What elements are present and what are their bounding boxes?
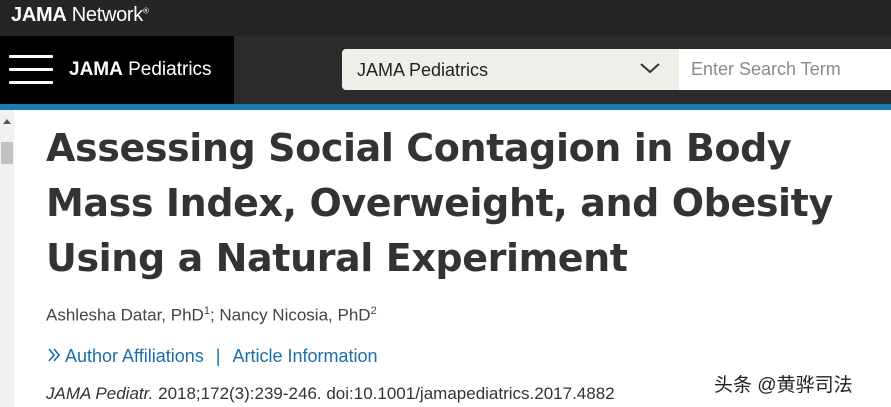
watermark: 头条 @黄骅司法 (714, 375, 853, 396)
scroll-up-icon[interactable] (3, 119, 11, 124)
author-name[interactable]: Ashlesha Datar, PhD (46, 305, 204, 325)
author-name[interactable]: Nancy Nicosia, PhD (219, 305, 371, 325)
journal-dropdown[interactable]: JAMA Pediatrics (342, 49, 679, 90)
journal-header: JAMA Pediatrics JAMA Pediatrics (0, 36, 891, 104)
double-chevron-right-icon (48, 348, 61, 362)
search-input[interactable] (679, 49, 891, 90)
author-list: Ashlesha Datar, PhD1; Nancy Nicosia, PhD… (46, 305, 377, 325)
scrollbar[interactable] (0, 110, 14, 407)
link-separator: | (215, 346, 221, 366)
article-title: Assessing Social Contagion in Body Mass … (46, 126, 833, 280)
article-meta-links: Author Affiliations | Article Information (47, 346, 378, 367)
jama-network-logo[interactable]: JAMA Network® (11, 4, 149, 26)
chevron-down-icon (640, 63, 660, 74)
menu-icon[interactable] (9, 55, 53, 85)
scroll-thumb[interactable] (1, 142, 13, 164)
journal-brand-block: JAMA Pediatrics (0, 36, 234, 104)
network-bar: JAMA Network® (0, 0, 891, 36)
citation-details: 2018;172(3):239-246. doi:10.1001/jamaped… (153, 384, 615, 403)
citation: JAMA Pediatr. 2018;172(3):239-246. doi:1… (46, 384, 615, 404)
affiliation-marker: 2 (370, 305, 377, 317)
accent-rule (0, 104, 891, 110)
journal-dropdown-label: JAMA Pediatrics (357, 60, 489, 80)
citation-journal: JAMA Pediatr. (46, 384, 154, 403)
journal-title[interactable]: JAMA Pediatrics (69, 59, 212, 80)
article-information-link[interactable]: Article Information (232, 346, 378, 366)
author-affiliations-link[interactable]: Author Affiliations (65, 346, 204, 366)
affiliation-marker: 1 (203, 305, 210, 317)
